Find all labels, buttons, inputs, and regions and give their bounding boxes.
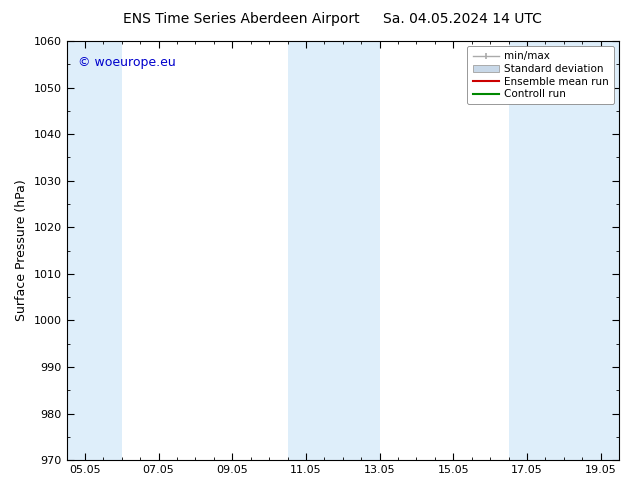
Bar [508,41,619,460]
Text: ENS Time Series Aberdeen Airport: ENS Time Series Aberdeen Airport [122,12,359,26]
Legend: min/max, Standard deviation, Ensemble mean run, Controll run: min/max, Standard deviation, Ensemble me… [467,46,614,104]
Text: Sa. 04.05.2024 14 UTC: Sa. 04.05.2024 14 UTC [384,12,542,26]
Bar [67,41,122,460]
Y-axis label: Surface Pressure (hPa): Surface Pressure (hPa) [15,180,28,321]
Bar [288,41,380,460]
Text: © woeurope.eu: © woeurope.eu [77,56,176,69]
